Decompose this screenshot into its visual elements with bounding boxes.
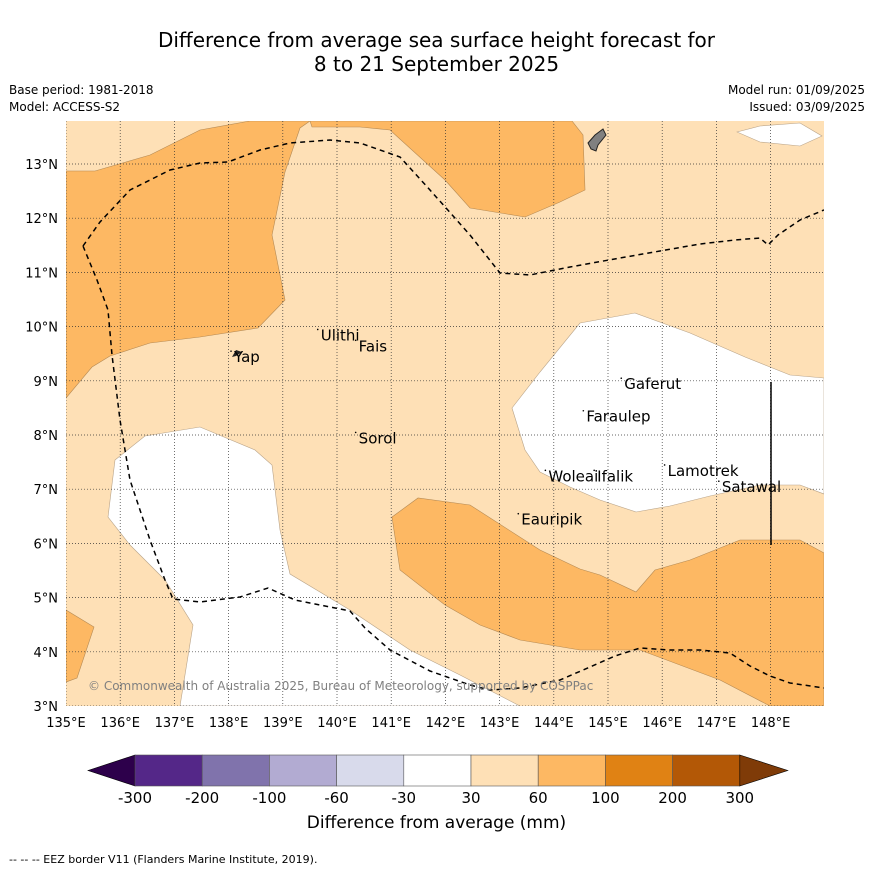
colorbar-tick-label: 100 — [591, 789, 620, 807]
place-label: Lamotrek — [668, 462, 739, 480]
lon-tick-label: 142°E — [426, 716, 466, 731]
axis-labels: 135°E 136°E 137°E 138°E 139°E 140°E 141°E 142°E… — [25, 158, 790, 731]
colorbar-tick-label: -200 — [185, 789, 219, 807]
colorbar-segment — [201, 754, 270, 787]
anomaly-neutral-region-west — [107, 426, 521, 706]
base-period: Base period: 1981-2018 — [9, 83, 154, 97]
colorbar-tick-label: 30 — [461, 789, 480, 807]
colorbar-segment — [537, 754, 606, 787]
map-title: Difference from average sea surface heig… — [0, 28, 873, 76]
lon-tick-label: 138°E — [209, 716, 249, 731]
colorbar-tick-label: -100 — [252, 789, 286, 807]
lon-tick-label: 146°E — [642, 716, 682, 731]
lat-tick-label: 12°N — [25, 212, 58, 227]
lon-tick-label: 145°E — [588, 716, 628, 731]
place-marker — [316, 328, 319, 331]
place-label: Yap — [233, 348, 260, 366]
title-line-1: Difference from average sea surface heig… — [157, 28, 716, 52]
lon-tick-label: 139°E — [263, 716, 303, 731]
lon-tick-label: 147°E — [697, 716, 737, 731]
colorbar-extend-high — [739, 754, 789, 787]
footnote: -- -- -- EEZ border V11 (Flanders Marine… — [9, 853, 318, 866]
place-marker — [620, 377, 623, 380]
lon-tick-label: 136°E — [100, 716, 140, 731]
colorbar-tick-label: -300 — [118, 789, 152, 807]
lon-tick-label: 148°E — [751, 716, 791, 731]
lon-tick-label: 141°E — [371, 716, 411, 731]
place-marker — [718, 480, 720, 483]
lat-tick-label: 11°N — [25, 266, 58, 281]
colorbar-tick-label: -30 — [392, 789, 417, 807]
place-marker — [517, 512, 520, 515]
colorbar-segment — [672, 754, 741, 787]
lat-tick-label: 13°N — [25, 158, 58, 173]
place-marker — [230, 350, 232, 352]
colorbar-segment — [403, 754, 472, 787]
anomaly-60-100-region-west — [66, 121, 311, 399]
place-marker — [354, 431, 357, 434]
place-label: Gaferut — [624, 375, 681, 393]
place-label: Satawal — [722, 478, 781, 496]
colorbar-segment — [269, 754, 337, 787]
colorbar-extend-low — [87, 754, 136, 787]
yap-island — [232, 350, 242, 357]
anomaly-neutral-region-east — [511, 312, 824, 513]
place-marker — [582, 409, 585, 412]
place-label: Eauripik — [521, 511, 582, 529]
lon-tick-label: 143°E — [480, 716, 520, 731]
place-label: Woleai — [548, 467, 598, 485]
lon-tick-label: 137°E — [155, 716, 195, 731]
anomaly-neutral-region-ne — [736, 122, 823, 147]
colorbar-tick-label: 300 — [725, 789, 754, 807]
place-label: Ifalik — [597, 467, 633, 485]
map-grid — [66, 121, 824, 706]
lat-tick-label: 9°N — [34, 375, 59, 390]
anomaly-60-100-region-sw — [66, 609, 95, 683]
place-label: Sorol — [359, 429, 397, 447]
lon-tick-label: 144°E — [534, 716, 574, 731]
colorbar: -300 -200 -100 -60 -30 30 60 100 200 300 — [87, 754, 789, 807]
place-marker — [663, 464, 666, 466]
place-label: Ulithi — [321, 326, 360, 344]
model-run: Model run: 01/09/2025 — [727, 83, 865, 97]
map-area: © Commonwealth of Australia 2025, Bureau… — [66, 121, 824, 706]
colorbar-title: Difference from average (mm) — [306, 813, 567, 833]
place-label: Faraulep — [586, 408, 650, 426]
colorbar-segment — [336, 754, 405, 787]
lat-tick-label: 8°N — [34, 429, 59, 444]
lat-tick-label: 6°N — [34, 537, 59, 552]
place-label: Fais — [359, 337, 388, 355]
colorbar-tick-label: -60 — [324, 789, 349, 807]
place-marker — [354, 339, 357, 342]
model-name: Model: ACCESS-S2 — [9, 100, 121, 114]
lat-tick-label: 7°N — [34, 483, 59, 498]
lat-tick-label: 5°N — [34, 592, 59, 607]
meta-left: Base period: 1981-2018 Model: ACCESS-S2 — [9, 82, 154, 116]
colorbar-segment — [470, 754, 539, 787]
meta-right: Model run: 01/09/2025 Issued: 03/09/2025 — [728, 82, 865, 116]
lat-tick-label: 3°N — [34, 700, 59, 715]
copyright-notice: © Commonwealth of Australia 2025, Bureau… — [88, 679, 593, 693]
lon-tick-label: 140°E — [317, 716, 357, 731]
colorbar-segment — [605, 754, 673, 787]
eez-border — [82, 139, 824, 691]
guam-island — [587, 128, 607, 152]
anomaly-60-100-region-north — [309, 121, 586, 218]
colorbar-segment — [134, 754, 203, 787]
colorbar-tick-label: 200 — [658, 789, 687, 807]
place-marker — [593, 469, 595, 472]
colorbar-tick-label: 60 — [529, 789, 548, 807]
lon-tick-label: 135°E — [46, 716, 86, 731]
place-marker — [544, 469, 547, 472]
lat-tick-label: 4°N — [34, 646, 59, 661]
lat-tick-label: 10°N — [25, 321, 58, 336]
title-line-2: 8 to 21 September 2025 — [313, 52, 560, 76]
issued-date: Issued: 03/09/2025 — [749, 100, 865, 114]
